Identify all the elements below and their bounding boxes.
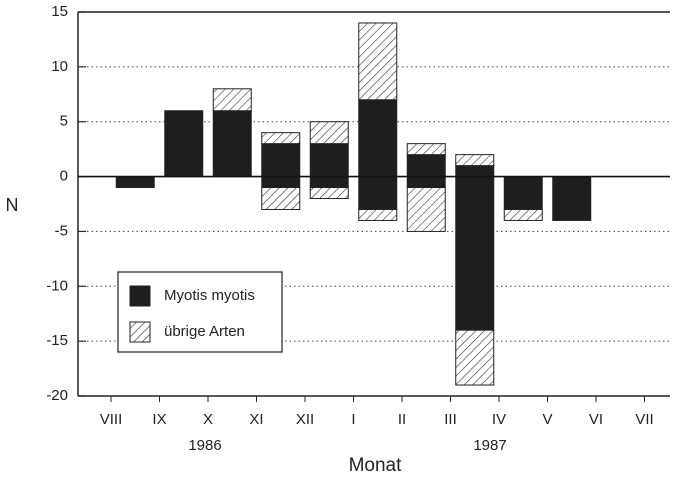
y-tick-label: -20	[46, 387, 68, 404]
bar-segment	[455, 329, 495, 386]
y-tick-label: -15	[46, 332, 68, 349]
bar-segment	[212, 88, 252, 112]
y-axis-label: N	[6, 195, 19, 215]
y-tick-label: 0	[60, 168, 68, 185]
legend-label: übrige Arten	[164, 323, 245, 340]
legend-swatch	[129, 321, 151, 343]
bar-segment	[503, 176, 543, 210]
legend-swatch	[129, 285, 151, 307]
x-tick-label: XII	[296, 411, 314, 428]
bar-segment	[455, 176, 495, 331]
bar-segment	[212, 110, 252, 178]
y-tick-label: 5	[60, 113, 68, 130]
x-tick-label: III	[444, 411, 457, 428]
bar-segment	[309, 143, 349, 178]
y-tick-label: -10	[46, 277, 68, 294]
year-label: 1987	[473, 437, 506, 454]
bar-segment	[455, 154, 495, 167]
x-tick-label: I	[351, 411, 355, 428]
bar-segment	[261, 187, 301, 210]
bar-segment	[406, 143, 446, 156]
x-axis-label: Monat	[349, 455, 403, 476]
x-tick-label: IX	[152, 411, 166, 428]
x-tick-label: VII	[635, 411, 653, 428]
bar-segment	[164, 110, 204, 178]
bar-segment	[552, 176, 592, 221]
bar-segment	[309, 176, 349, 189]
bar-segment	[358, 176, 398, 210]
x-tick-label: X	[203, 411, 213, 428]
bar-segment	[406, 176, 446, 189]
x-tick-label: XI	[249, 411, 263, 428]
x-tick-label: IV	[492, 411, 506, 428]
bar-segment	[309, 187, 349, 200]
bar-segment	[455, 165, 495, 178]
bar-segment	[406, 154, 446, 178]
bar-segment	[261, 132, 301, 145]
bar-segment	[261, 143, 301, 178]
year-label: 1986	[188, 437, 221, 454]
x-tick-label: V	[542, 411, 552, 428]
bar-segment	[115, 176, 155, 189]
bar-segment	[358, 208, 398, 221]
bar-segment	[358, 99, 398, 178]
bar-segment	[406, 187, 446, 232]
bar-segment	[358, 22, 398, 101]
bar-segment	[309, 121, 349, 145]
bar-segment	[503, 208, 543, 221]
y-tick-label: 10	[51, 58, 68, 75]
x-tick-label: VIII	[100, 411, 123, 428]
x-tick-label: II	[398, 411, 406, 428]
y-tick-label: -5	[55, 222, 68, 239]
x-tick-label: VI	[589, 411, 603, 428]
bar-segment	[261, 176, 301, 189]
y-tick-label: 15	[51, 3, 68, 20]
legend-label: Myotis myotis	[164, 287, 255, 304]
